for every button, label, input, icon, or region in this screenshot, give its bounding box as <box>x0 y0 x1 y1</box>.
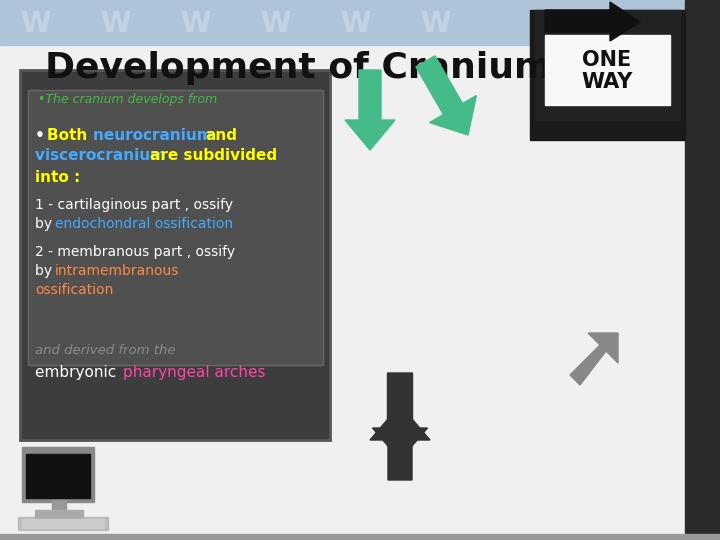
Text: neurocranium: neurocranium <box>93 127 218 143</box>
Text: and: and <box>205 127 237 143</box>
Bar <box>18 517 108 530</box>
Polygon shape <box>570 333 618 385</box>
Bar <box>22 519 104 528</box>
Polygon shape <box>370 405 430 480</box>
FancyBboxPatch shape <box>20 70 330 440</box>
Text: 2 - membranous part , ossify: 2 - membranous part , ossify <box>35 245 235 259</box>
Polygon shape <box>535 10 680 120</box>
Text: by: by <box>35 217 56 231</box>
Text: W: W <box>99 10 130 38</box>
Text: W: W <box>180 10 210 38</box>
Bar <box>22 447 94 502</box>
Text: ossification: ossification <box>35 283 113 297</box>
Bar <box>26 454 90 498</box>
Text: and derived from the: and derived from the <box>35 343 176 356</box>
Bar <box>0 534 720 540</box>
Text: 1 - cartilaginous part , ossify: 1 - cartilaginous part , ossify <box>35 198 233 212</box>
Polygon shape <box>345 70 395 150</box>
Bar <box>530 10 685 140</box>
Text: WAY: WAY <box>581 72 633 92</box>
Text: endochondral ossification: endochondral ossification <box>55 217 233 231</box>
Bar <box>545 35 670 105</box>
Text: W: W <box>260 10 290 38</box>
Polygon shape <box>416 56 477 135</box>
Text: W: W <box>420 10 450 38</box>
Text: intramembranous: intramembranous <box>55 264 179 278</box>
Polygon shape <box>372 373 428 460</box>
Text: •: • <box>35 127 50 143</box>
Text: ONE: ONE <box>582 50 631 70</box>
Text: pharyngeal arches: pharyngeal arches <box>123 364 266 380</box>
Text: viscerocranium: viscerocranium <box>35 148 171 164</box>
Text: embryonic: embryonic <box>35 364 121 380</box>
Bar <box>35 510 83 518</box>
Text: W: W <box>19 10 50 38</box>
Text: Both: Both <box>47 127 92 143</box>
Bar <box>52 500 66 512</box>
Text: by: by <box>35 264 56 278</box>
Text: •The cranium develops from: •The cranium develops from <box>38 93 217 106</box>
Bar <box>685 0 720 540</box>
Text: into :: into : <box>35 170 80 185</box>
Text: are subdivided: are subdivided <box>150 148 277 164</box>
FancyBboxPatch shape <box>28 90 323 365</box>
Text: Development of Cranium: Development of Cranium <box>45 51 552 85</box>
Bar <box>0 0 720 45</box>
Polygon shape <box>545 2 640 41</box>
Text: W: W <box>340 10 370 38</box>
